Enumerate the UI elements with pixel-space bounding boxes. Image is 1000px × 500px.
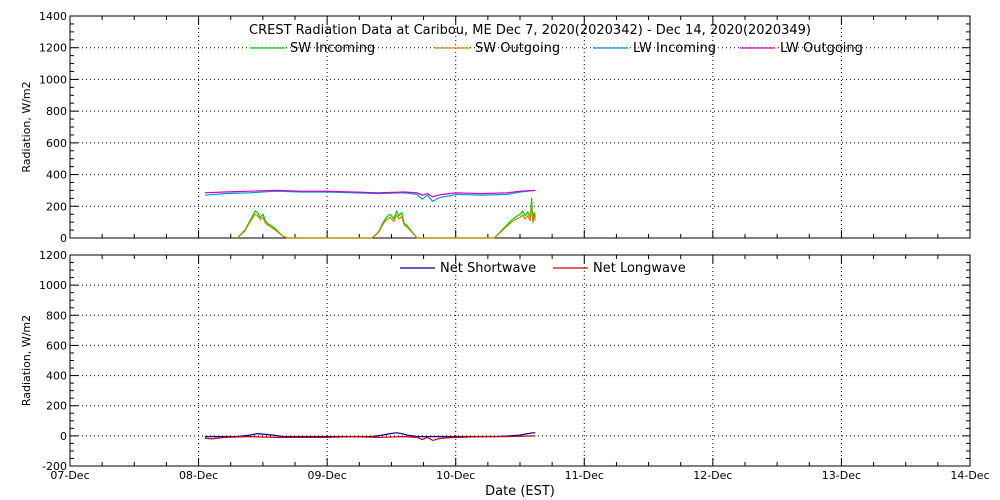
y-tick-label: 1000 bbox=[39, 73, 67, 86]
y-tick-label: 800 bbox=[46, 105, 67, 118]
series-line-sw-outgoing bbox=[236, 204, 536, 239]
x-tick-label: 14-Dec bbox=[950, 469, 989, 482]
x-axis-label: Date (EST) bbox=[485, 484, 555, 499]
chart-title: CREST Radiation Data at Caribou, ME Dec … bbox=[249, 23, 811, 38]
y-tick-label: 1200 bbox=[39, 249, 67, 262]
y-axis-label: Radiation, W/m2 bbox=[20, 81, 33, 172]
legend-label: SW Incoming bbox=[290, 41, 375, 56]
x-tick-label: 11-Dec bbox=[565, 469, 604, 482]
legend-label: LW Outgoing bbox=[780, 41, 863, 56]
y-tick-label: 1000 bbox=[39, 279, 67, 292]
plot-frame bbox=[69, 254, 971, 467]
y-tick-label: 0 bbox=[60, 232, 67, 245]
y-tick-label: 200 bbox=[46, 400, 67, 413]
y-tick-label: 400 bbox=[46, 169, 67, 182]
y-tick-label: 800 bbox=[46, 309, 67, 322]
y-tick-label: 400 bbox=[46, 370, 67, 383]
x-tick-label: 13-Dec bbox=[822, 469, 861, 482]
y-tick-label: 600 bbox=[46, 137, 67, 150]
y-axis-label: Radiation, W/m2 bbox=[20, 315, 33, 406]
legend-label: LW Incoming bbox=[633, 41, 716, 56]
x-tick-label: 12-Dec bbox=[693, 469, 732, 482]
x-tick-label: 07-Dec bbox=[50, 469, 89, 482]
x-tick-label: 09-Dec bbox=[308, 469, 347, 482]
series-line-sw-incoming bbox=[236, 197, 536, 239]
y-tick-label: -200 bbox=[42, 460, 67, 473]
legend-label: Net Shortwave bbox=[440, 261, 536, 276]
y-tick-label: 200 bbox=[46, 200, 67, 213]
x-tick-label: 10-Dec bbox=[436, 469, 475, 482]
y-tick-label: 1400 bbox=[39, 10, 67, 23]
x-tick-label: 08-Dec bbox=[179, 469, 218, 482]
legend-label: SW Outgoing bbox=[475, 41, 560, 56]
y-tick-label: 600 bbox=[46, 339, 67, 352]
y-tick-label: 0 bbox=[60, 430, 67, 443]
series-line-lw-incoming bbox=[204, 189, 536, 203]
y-tick-label: 1200 bbox=[39, 42, 67, 55]
series-line-net-shortwave bbox=[205, 432, 536, 438]
legend-label: Net Longwave bbox=[593, 261, 686, 276]
series-line-lw-outgoing bbox=[204, 189, 536, 198]
series-line-net-longwave bbox=[204, 435, 536, 441]
